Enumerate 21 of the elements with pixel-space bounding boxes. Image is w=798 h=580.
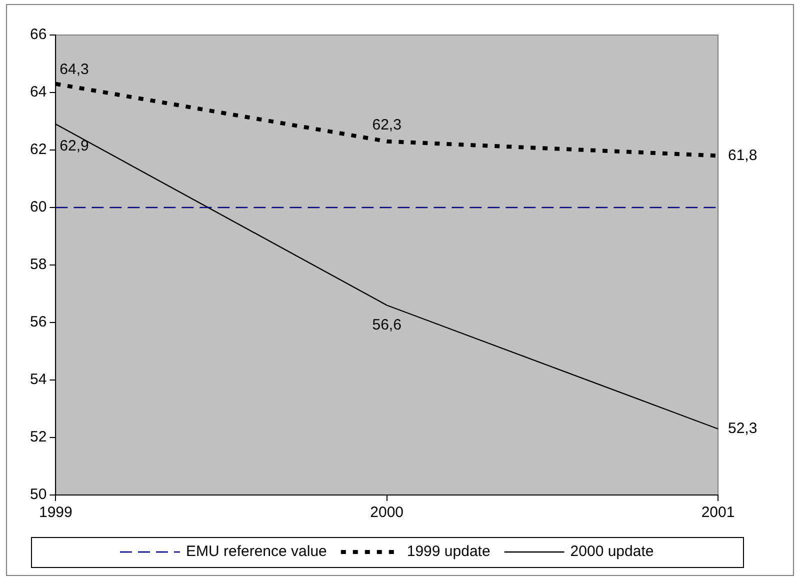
data-label: 52,3 <box>728 420 758 438</box>
data-label: 62,9 <box>60 137 89 154</box>
x-tick-label: 2000 <box>370 504 404 522</box>
y-tick-label: 50 <box>30 486 47 504</box>
data-label: 64,3 <box>60 61 89 78</box>
x-tick-label: 2001 <box>701 504 735 522</box>
y-tick-label: 60 <box>30 198 47 216</box>
legend-label: 1999 update <box>406 543 490 560</box>
y-tick-label: 62 <box>30 141 47 158</box>
data-label: 56,6 <box>372 316 402 334</box>
legend-label: EMU reference value <box>186 543 327 560</box>
data-label: 61,8 <box>728 146 758 164</box>
y-tick-label: 52 <box>30 428 47 446</box>
y-tick-label: 56 <box>30 314 47 331</box>
data-label: 62,3 <box>372 116 402 134</box>
y-tick-label: 54 <box>30 371 47 388</box>
legend-label: 2000 update <box>570 543 654 560</box>
y-tick-label: 66 <box>30 26 47 44</box>
y-tick-label: 58 <box>30 256 47 274</box>
x-tick-label: 1999 <box>38 504 72 522</box>
y-tick-label: 64 <box>30 84 47 101</box>
